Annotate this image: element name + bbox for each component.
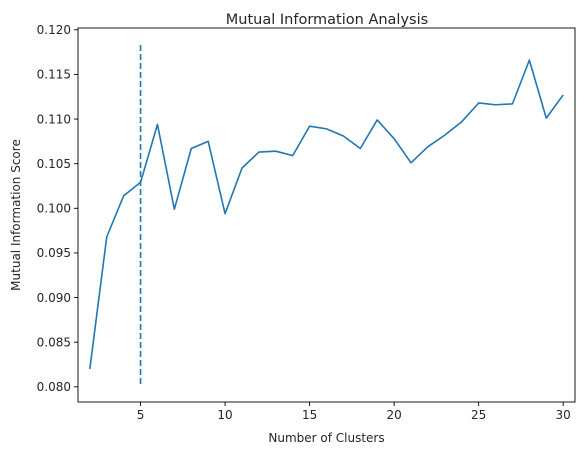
x-tick-label: 30 [556,408,571,422]
x-tick-label: 5 [137,408,145,422]
y-tick-label: 0.080 [37,380,71,394]
y-tick-label: 0.095 [37,246,71,260]
y-axis-ticks: 0.080 0.085 0.090 0.095 0.100 0.105 0.110 0.115… [37,23,78,394]
y-tick-label: 0.090 [37,291,71,305]
plot-area [89,44,564,386]
series-line-mutual_information [89,59,564,370]
x-tick-label: 10 [217,408,232,422]
y-tick-label: 0.120 [37,23,71,37]
x-tick-label: 25 [471,408,486,422]
x-axis-label: Number of Clusters [268,431,384,445]
x-axis-ticks: 5 10 15 20 25 30 [137,402,571,422]
y-tick-label: 0.100 [37,202,71,216]
y-axis-label: Mutual Information Score [9,139,23,291]
y-tick-label: 0.105 [37,157,71,171]
y-tick-label: 0.110 [37,112,71,126]
x-tick-label: 20 [386,408,401,422]
plot-frame [77,27,576,403]
chart-title: Mutual Information Analysis [226,12,428,28]
y-tick-label: 0.115 [37,68,71,82]
x-tick-label: 15 [302,408,317,422]
y-tick-label: 0.085 [37,335,71,349]
